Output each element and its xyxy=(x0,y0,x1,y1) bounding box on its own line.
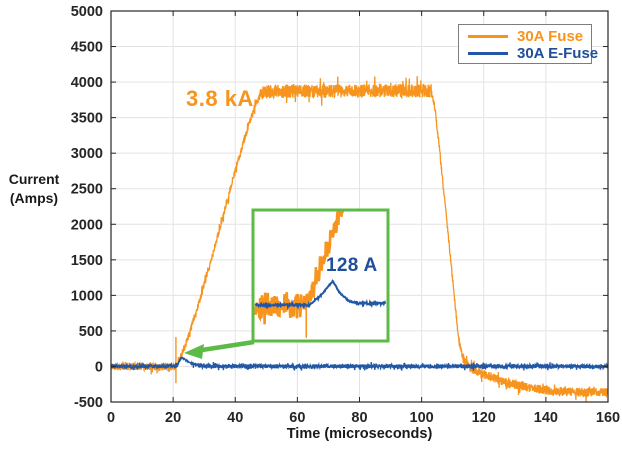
y-axis-label: Current (Amps) xyxy=(2,170,66,208)
svg-text:40: 40 xyxy=(227,410,243,426)
svg-text:1500: 1500 xyxy=(71,253,103,269)
x-axis-label: Time (microseconds) xyxy=(286,426,433,442)
svg-text:160: 160 xyxy=(596,410,620,426)
svg-text:20: 20 xyxy=(165,410,181,426)
fuse-peak-annotation: 3.8 kA xyxy=(186,86,254,111)
legend: 30A Fuse 30A E-Fuse xyxy=(458,24,598,64)
svg-text:2000: 2000 xyxy=(71,217,103,233)
svg-text:4000: 4000 xyxy=(71,75,103,91)
svg-text:1000: 1000 xyxy=(71,288,103,304)
svg-text:3500: 3500 xyxy=(71,111,103,127)
y-axis-label-line2: (Amps) xyxy=(9,190,59,206)
svg-text:0: 0 xyxy=(95,359,103,375)
svg-text:500: 500 xyxy=(79,324,103,340)
svg-text:3000: 3000 xyxy=(71,146,103,162)
fuse-line-swatch-icon xyxy=(468,35,508,38)
svg-text:120: 120 xyxy=(472,410,496,426)
svg-text:-500: -500 xyxy=(74,395,103,411)
svg-text:4500: 4500 xyxy=(71,40,103,56)
legend-label-efuse: 30A E-Fuse xyxy=(517,45,599,62)
svg-text:5000: 5000 xyxy=(71,4,103,20)
svg-text:2500: 2500 xyxy=(71,182,103,198)
legend-item-efuse: 30A E-Fuse xyxy=(459,45,598,62)
svg-text:0: 0 xyxy=(107,410,115,426)
svg-text:140: 140 xyxy=(534,410,558,426)
efuse-peak-annotation: 128 A xyxy=(326,255,378,276)
svg-text:60: 60 xyxy=(289,410,305,426)
legend-label-fuse: 30A Fuse xyxy=(517,28,584,45)
legend-item-fuse: 30A Fuse xyxy=(459,28,591,45)
svg-text:80: 80 xyxy=(351,410,367,426)
y-axis-label-line1: Current xyxy=(8,171,60,187)
svg-text:100: 100 xyxy=(410,410,434,426)
efuse-line-swatch-icon xyxy=(468,52,508,55)
